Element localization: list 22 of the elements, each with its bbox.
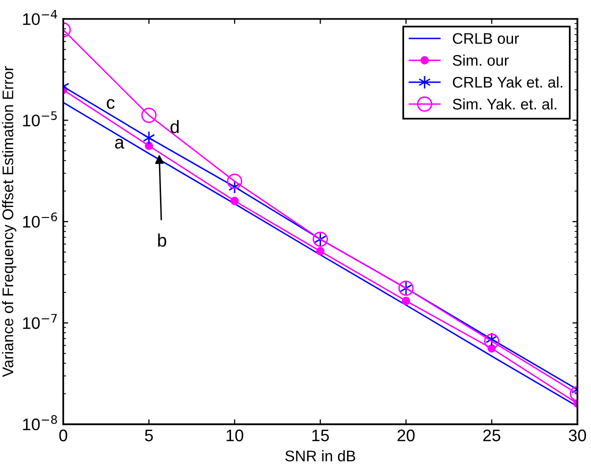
annotation: d [170, 120, 179, 134]
legend-label: CRLB our [452, 33, 519, 44]
x-tick-label: 25 [483, 430, 500, 442]
x-tick-label: 0 [59, 430, 68, 442]
x-axis-title: SNR in dB [285, 450, 356, 462]
y-tick-label: 10$^{−8}$ [23, 415, 57, 430]
annotation: b [158, 234, 166, 247]
annotation: c [106, 99, 115, 109]
y-tick-label: 10$^{−7}$ [23, 314, 57, 329]
x-tick-label: 20 [398, 430, 415, 442]
y-axis-title: Variance of Frequency Offset Estimation Error [2, 66, 16, 378]
legend-label: Sim. our [452, 54, 509, 66]
legend-label: Sim. Yak. et. al. [452, 98, 556, 110]
legend-label: CRLB Yak et. al. [452, 76, 562, 88]
x-tick-label: 30 [568, 430, 586, 442]
y-tick-label: 10$^{−6}$ [23, 212, 58, 228]
x-tick-label: 10 [226, 430, 244, 442]
x-tick-label: 15 [312, 430, 329, 442]
annotation: a [115, 138, 124, 149]
y-tick-label: 10$^{−4}$ [23, 10, 58, 26]
x-tick-label: 5 [144, 430, 153, 442]
y-tick-label: 10$^{−5}$ [23, 111, 57, 126]
